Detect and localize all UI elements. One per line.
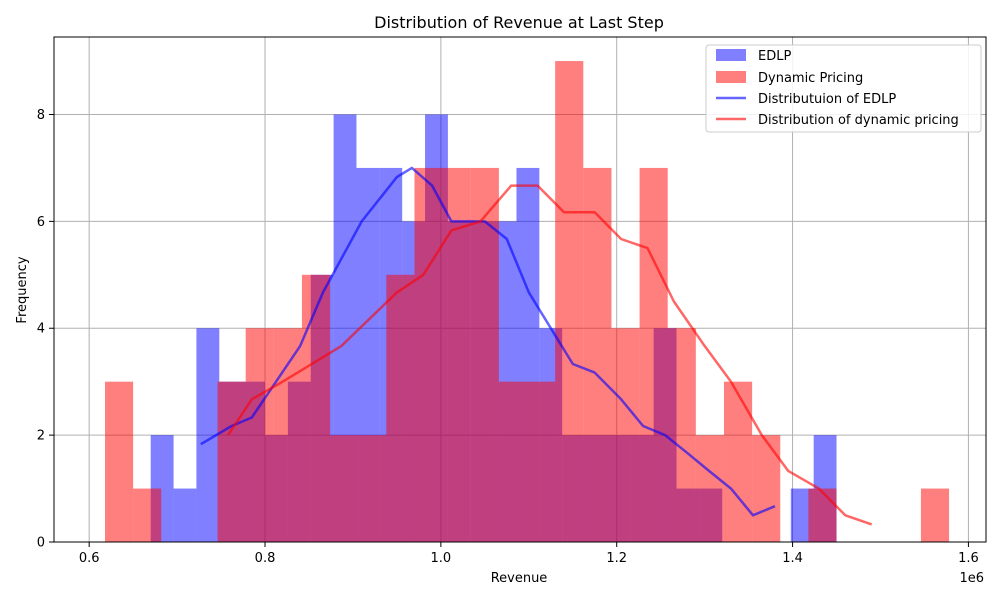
- x-tick-label: 1.2: [606, 551, 627, 566]
- dynamic-pricing-bar: [723, 381, 753, 542]
- dynamic-pricing-bar: [695, 435, 724, 542]
- histogram-bars: [104, 61, 950, 543]
- legend-label-dynamic-line: Distribution of dynamic pricing: [758, 113, 959, 128]
- dynamic-pricing-bar: [667, 328, 696, 542]
- y-axis-label: Frequency: [15, 256, 30, 323]
- x-axis-offset-label: 1e6: [959, 571, 984, 586]
- dynamic-pricing-bar: [273, 328, 302, 542]
- x-axis-ticks: 0.6 0.8 1.0 1.2 1.4 1.6: [79, 542, 979, 566]
- legend-label-edlp: EDLP: [758, 49, 791, 64]
- dynamic-pricing-bar: [245, 328, 274, 542]
- dynamic-pricing-bar: [133, 488, 162, 542]
- dynamic-pricing-bar: [527, 381, 556, 542]
- legend-swatch-edlp: [716, 49, 746, 61]
- y-tick-label: 8: [37, 108, 45, 123]
- dynamic-pricing-bar: [920, 488, 950, 542]
- dynamic-pricing-bar: [301, 274, 331, 542]
- edlp-bar: [196, 328, 220, 542]
- dynamic-pricing-bar: [217, 381, 246, 542]
- dynamic-pricing-bar: [498, 381, 528, 542]
- dynamic-pricing-bar: [358, 435, 387, 542]
- legend: EDLP Dynamic Pricing Distributuion of ED…: [705, 44, 982, 133]
- distribution-lines: [200, 166, 873, 526]
- y-tick-label: 4: [37, 322, 45, 337]
- axes-frame: [53, 36, 987, 543]
- edlp-bar: [173, 488, 197, 542]
- x-tick-label: 0.6: [79, 551, 100, 566]
- legend-label-dynamic: Dynamic Pricing: [758, 71, 863, 86]
- dynamic-pricing-bar: [808, 488, 837, 542]
- legend-swatch-dynamic: [716, 71, 746, 83]
- edlp-bar: [790, 488, 814, 542]
- x-tick-label: 0.8: [255, 551, 276, 566]
- dynamic-pricing-bar: [583, 167, 612, 543]
- y-tick-label: 6: [37, 215, 45, 230]
- x-axis-label: Revenue: [491, 571, 548, 586]
- dynamic-pricing-bar: [386, 274, 415, 542]
- chart-title: Distribution of Revenue at Last Step: [374, 13, 664, 32]
- dynamic-pricing-bar: [611, 328, 640, 542]
- legend-label-edlp-line: Distributuion of EDLP: [758, 92, 896, 107]
- dynamic-pricing-bar: [752, 435, 781, 542]
- y-tick-label: 2: [37, 429, 45, 444]
- y-tick-label: 0: [37, 536, 45, 551]
- dynamic-pricing-distribution-line: [227, 184, 873, 526]
- x-tick-label: 1.4: [782, 551, 803, 566]
- legend-box: [705, 44, 982, 133]
- dynamic-pricing-bar: [330, 435, 359, 542]
- dynamic-pricing-bar: [639, 167, 668, 543]
- x-tick-label: 1.6: [958, 551, 979, 566]
- y-axis-ticks: 0 2 4 6 8: [37, 108, 54, 551]
- edlp-distribution-line: [200, 166, 776, 517]
- x-tick-label: 1.0: [431, 551, 452, 566]
- dynamic-pricing-bar: [104, 381, 134, 542]
- dynamic-pricing-bar: [555, 61, 584, 543]
- dynamic-pricing-bar: [414, 167, 443, 543]
- dynamic-pricing-bar: [442, 167, 471, 543]
